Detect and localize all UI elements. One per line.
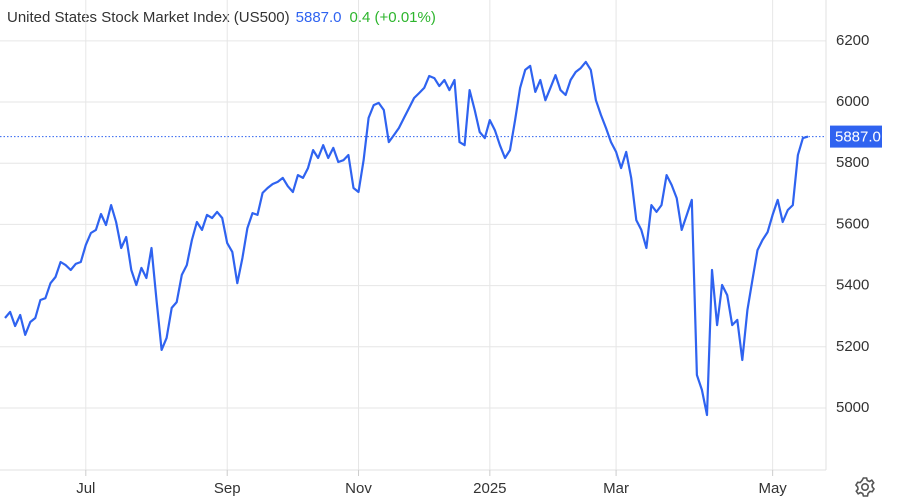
last-price-box (830, 125, 882, 148)
y-tick-label: 5600 (836, 215, 869, 232)
y-tick-label: 5400 (836, 277, 869, 294)
y-tick-label: 5000 (836, 399, 869, 416)
x-tick-label: 2025 (473, 480, 506, 497)
x-tick-label: Sep (214, 480, 241, 497)
y-tick-label: 6200 (836, 32, 869, 49)
y-tick-label: 6000 (836, 93, 869, 110)
y-tick-label: 5200 (836, 338, 869, 355)
x-tick-label: Nov (345, 480, 372, 497)
y-tick-label: 5800 (836, 154, 869, 171)
x-tick-label: May (758, 480, 787, 497)
x-tick-label: Jul (76, 480, 95, 497)
grid (0, 0, 826, 470)
change: 0.4 (+0.01%) (350, 9, 436, 26)
settings-icon[interactable] (855, 477, 875, 497)
price-line (4, 60, 809, 417)
chart-title: United States Stock Market Index (US500)… (7, 9, 436, 26)
last-price: 5887.0 (296, 9, 342, 26)
last-price-label: 5887.0 (835, 129, 881, 146)
x-tick-label: Mar (603, 480, 629, 497)
title: United States Stock Market Index (US500) (7, 9, 290, 26)
